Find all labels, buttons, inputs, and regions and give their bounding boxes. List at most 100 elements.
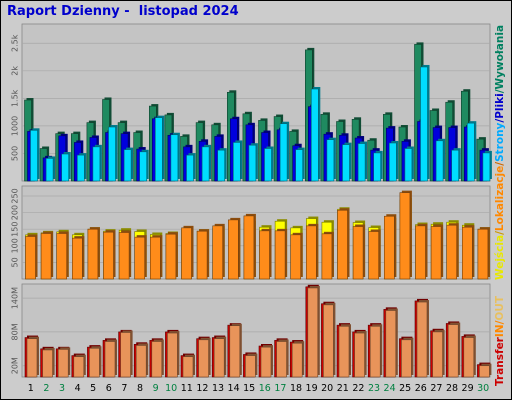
legend-transfer: TransferIN/OUT [494,295,506,386]
bar-sites [228,217,241,280]
bar-pages [342,142,352,182]
bar-pages [77,153,87,182]
bar-sites [352,224,366,280]
bar-transfer-out [385,308,398,378]
x-tick-label: 30 [477,383,489,394]
plot-area [21,185,491,280]
bar-sites [446,223,459,280]
y-tick-label: 2k [11,66,20,76]
legend-item-pliki: Pliki [494,93,506,118]
x-tick-label: 24 [384,383,396,394]
bar-pages [404,146,414,182]
x-tick-label: 28 [446,383,458,394]
bar-transfer-out [229,323,242,378]
legend-top: Wejścia/Lokalizacje/Strony/Pliki/Wywołan… [494,25,506,280]
bar-sites [134,235,147,280]
y-tick-label: 1.5k [11,89,20,107]
bar-sites [368,229,381,280]
bar-sites [72,236,85,280]
x-tick-label: 4 [75,383,81,394]
bar-transfer-out [26,336,39,378]
bar-sites [461,225,475,280]
x-tick-label: 1 [28,383,34,394]
bar-pages [201,144,212,182]
bar-transfer-out [369,324,383,378]
bar-transfer-out [416,300,429,378]
bar-sites [430,224,444,280]
bar-sites [212,223,225,280]
y-tick-label: 1000 [11,116,20,136]
bar-pages [92,144,102,182]
bar-pages [326,137,336,182]
legend-item-sep: / [494,320,506,324]
bar-pages [466,121,477,182]
x-tick-label: 5 [90,383,96,394]
y-tick-label: 2.5k [11,34,20,52]
y-tick-label: 80M [11,323,20,340]
bar-sites [321,231,334,280]
bar-pages [279,121,290,182]
bar-sites [415,223,428,280]
legend-item-sep2: / [494,162,506,166]
x-tick-label: 22 [352,383,364,394]
bar-pages [186,153,196,182]
page-title: Raport Dzienny - listopad 2024 [7,4,239,19]
bar-transfer-out [89,346,102,378]
x-tick-label: 20 [321,383,333,394]
bar-transfer-out [245,353,258,378]
bar-pages [388,140,399,182]
bar-pages [482,150,492,182]
bar-transfer-out [338,324,351,378]
x-tick-label: 2 [43,383,49,394]
legend-item-strony: Strony [494,122,506,161]
legend-item-lokalizacje: Lokalizacje [494,166,506,231]
bar-transfer-out [276,339,289,378]
bar-pages [435,138,446,182]
x-tick-label: 27 [430,383,442,394]
bar-transfer-out [354,331,367,378]
x-tick-label: 13 [212,383,224,394]
bar-transfer-out [447,322,461,378]
bar-transfer-out [479,363,492,378]
legend-item-wyjscia: Wejścia [494,235,506,280]
bar-pages [217,148,227,182]
x-tick-label: 8 [137,383,143,394]
bar-transfer-out [401,337,414,378]
bar-sites [399,190,412,280]
bar-transfer-out [120,330,133,378]
bar-sites [56,231,69,280]
bar-sites [383,214,397,280]
x-tick-label: 12 [196,383,208,394]
bar-pages [233,140,243,182]
x-tick-label: 18 [290,383,302,394]
x-tick-label: 29 [462,383,474,394]
bar-pages [155,115,165,182]
legend-item-in: IN [494,324,506,337]
bar-pages [357,141,368,182]
bar-transfer-out [57,347,71,378]
y-tick-label: 250 [11,188,20,203]
legend-item-sep3: / [494,119,506,123]
bar-sites [290,232,303,280]
legend-item-sep4: / [494,89,506,93]
bar-sites [118,230,132,280]
bar-pages [451,148,461,182]
x-tick-label: 6 [106,383,112,394]
bar-pages [45,156,56,182]
x-tick-label: 21 [337,383,349,394]
bar-sites [103,230,116,280]
bar-sites [274,228,288,280]
x-tick-label: 11 [181,383,193,394]
bar-sites [165,232,178,280]
x-tick-label: 25 [399,383,411,394]
bar-transfer-out [42,347,55,378]
bar-transfer-out [104,339,117,378]
bar-sites [337,208,350,280]
bar-transfer-out [151,339,164,378]
x-tick-label: 26 [415,383,427,394]
bar-sites [87,227,100,280]
x-tick-label: 10 [165,383,177,394]
x-tick-label: 15 [243,383,255,394]
y-tick-label: 20M [11,357,20,374]
